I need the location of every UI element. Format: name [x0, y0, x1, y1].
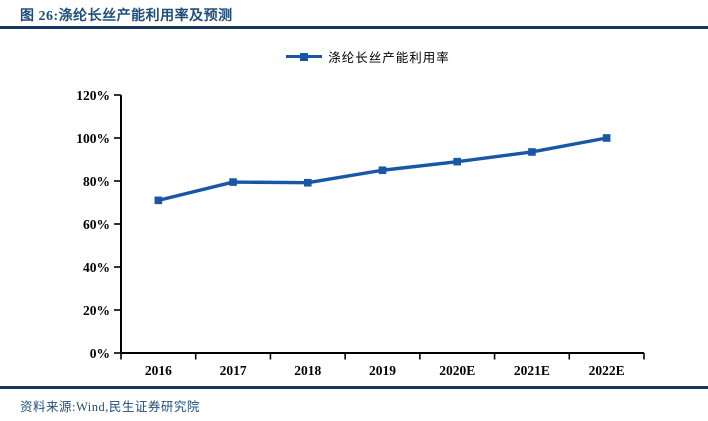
- x-axis-tick-label: 2017: [220, 363, 247, 378]
- x-axis-tick-label: 2022E: [589, 363, 625, 378]
- data-point-marker: [229, 178, 237, 186]
- y-axis-tick-label: 20%: [83, 303, 110, 318]
- x-axis-tick-label: 2021E: [514, 363, 550, 378]
- legend-line-marker-icon: [286, 52, 323, 61]
- y-axis-tick-label: 80%: [83, 174, 110, 189]
- legend-square-icon: [300, 52, 309, 61]
- capacity-utilization-line-chart: 0% 20% 40% 60% 80% 100% 120% 2016 2017 2018 2019 20…: [76, 88, 645, 378]
- x-axis-tick-label: 2016: [145, 363, 172, 378]
- y-axis-tick-label: 60%: [83, 217, 110, 232]
- title-divider: [0, 26, 708, 29]
- y-axis-tick-label: 100%: [76, 131, 110, 146]
- y-axis-tick-label: 0%: [90, 346, 110, 361]
- data-point-marker: [378, 166, 387, 175]
- data-point-marker: [453, 157, 462, 166]
- data-point-marker: [154, 196, 163, 205]
- footer-divider: [0, 386, 708, 389]
- x-axis-tick-label: 2019: [369, 363, 396, 378]
- figure-title: 图 26:涤纶长丝产能利用率及预测: [20, 9, 233, 24]
- y-axis-tick-label: 120%: [76, 88, 110, 103]
- y-axis-tick-label: 40%: [83, 260, 110, 275]
- data-point-marker: [602, 134, 611, 142]
- x-axis-tick-label: 2020E: [439, 363, 475, 378]
- legend-label: 涤纶长丝产能利用率: [328, 51, 450, 65]
- legend: 涤纶长丝产能利用率: [14, 47, 708, 66]
- data-point-marker: [528, 148, 536, 156]
- x-axis-tick-label: 2018: [294, 363, 321, 378]
- source-note: 资料来源:Wind,民生证券研究院: [20, 400, 200, 414]
- data-point-marker: [303, 178, 312, 187]
